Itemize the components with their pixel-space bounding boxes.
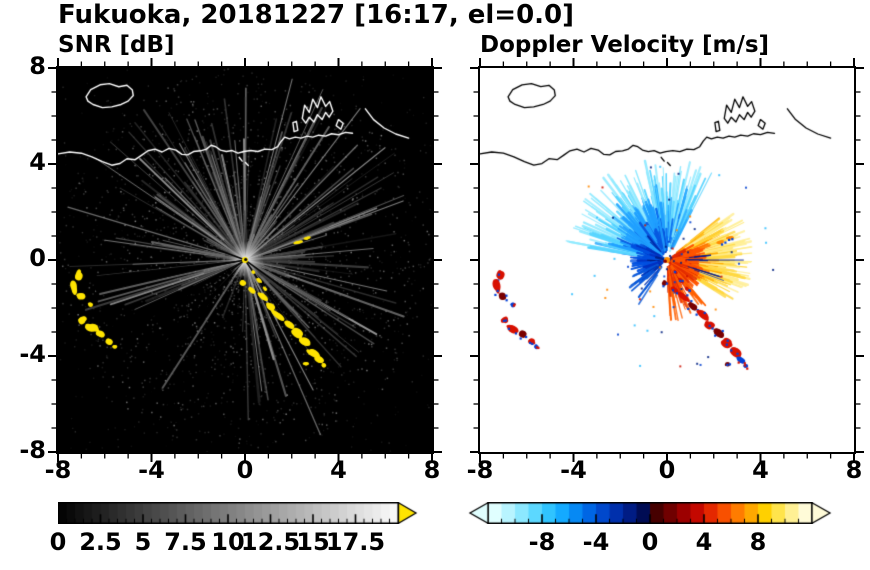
y-tick-label: -4 [19,340,46,368]
snr-panel [48,58,442,462]
figure-title: Fukuoka, 20181227 [16:17, el=0.0] [58,0,575,30]
y-tick-label: -8 [19,436,46,464]
doppler-colorbar-tick-label: 0 [641,528,659,556]
snr-colorbar-tick-label: 10 [211,528,245,556]
doppler-field-canvas [480,68,854,452]
snr-colorbar-tick-label: 12.5 [240,528,301,556]
doppler-colorbar-tick-label: 4 [695,528,713,556]
x-tick-label: -8 [466,456,494,484]
x-tick-label: -8 [44,456,72,484]
y-tick-label: 8 [29,52,46,80]
snr-colorbar-tick-label: 5 [134,528,152,556]
x-tick-label: 4 [752,456,769,484]
x-tick-label: 4 [330,456,347,484]
x-tick-label: -4 [560,456,587,484]
x-tick-label: 8 [423,456,441,484]
doppler-panel [470,58,864,462]
doppler-panel-title: Doppler Velocity [m/s] [480,32,770,58]
x-tick-label: 0 [658,456,676,484]
doppler-colorbar-tick-label: -8 [528,528,556,556]
snr-colorbar-tick-label: 15 [296,528,330,556]
snr-colorbar-tick-label: 0 [49,528,67,556]
doppler-colorbar-tick-label: 8 [749,528,767,556]
snr-panel-title: SNR [dB] [58,32,175,58]
snr-colorbar [58,502,430,524]
snr-colorbar-tick-label: 7.5 [164,528,207,556]
y-tick-label: 4 [29,148,46,176]
snr-colorbar-tick-label: 2.5 [79,528,122,556]
doppler-colorbar-tick-label: -4 [582,528,610,556]
snr-colorbar-tick-label: 17.5 [325,528,386,556]
x-tick-label: 8 [845,456,863,484]
x-tick-label: 0 [236,456,254,484]
doppler-colorbar [464,502,864,524]
x-tick-label: -4 [138,456,165,484]
snr-field-canvas [58,68,432,452]
y-tick-label: 0 [29,244,46,272]
